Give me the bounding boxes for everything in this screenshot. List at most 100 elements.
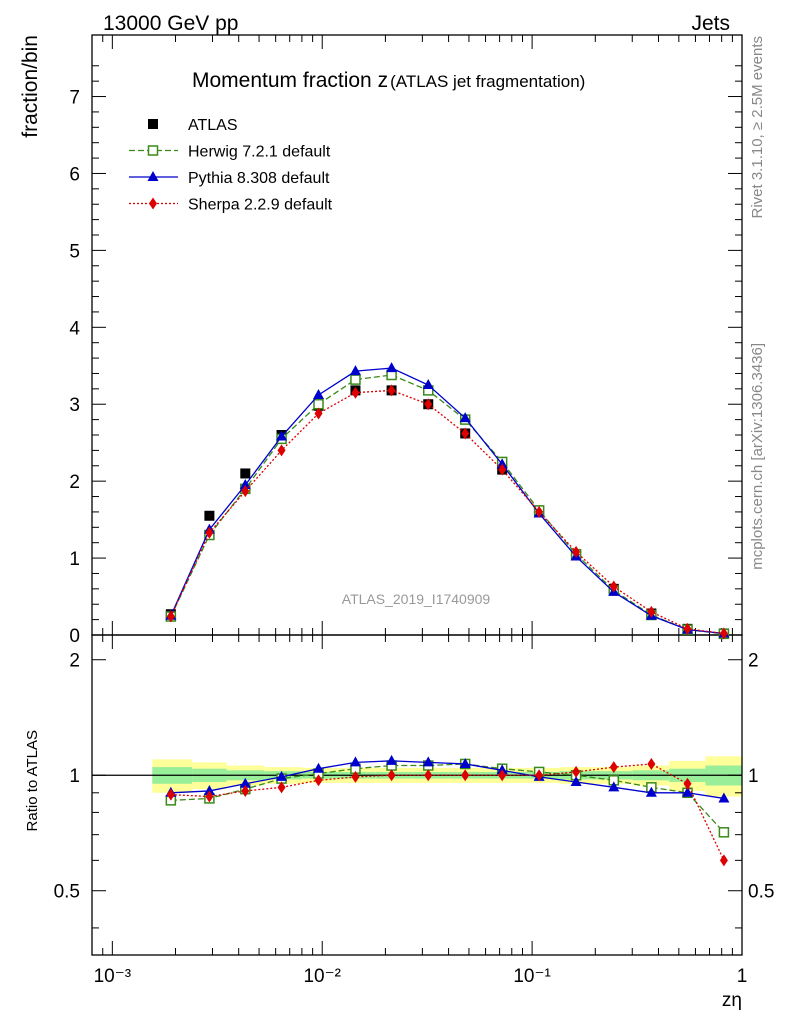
marker-triangle xyxy=(386,362,398,373)
legend-entry: Pythia 8.308 default xyxy=(129,170,330,187)
analysis-label: ATLAS_2019_I1740909 xyxy=(342,591,491,607)
marker-triangle xyxy=(718,792,730,803)
y-tick-label: 4 xyxy=(69,318,80,339)
marker-triangle xyxy=(459,412,471,423)
legend-label: Herwig 7.2.1 default xyxy=(188,144,331,161)
marker-diamond xyxy=(205,790,214,803)
marker-diamond xyxy=(149,197,157,210)
marker-diamond xyxy=(683,777,692,790)
marker-diamond xyxy=(166,788,175,801)
marker-diamond xyxy=(647,605,656,618)
marker-diamond xyxy=(647,757,656,770)
ratio-y-tick-label-right: 1 xyxy=(748,766,759,787)
main-series-3 xyxy=(166,384,728,640)
marker-diamond xyxy=(387,384,396,397)
x-tick-label: 1 xyxy=(737,966,748,987)
marker-triangle xyxy=(276,430,288,441)
legend-entry: Herwig 7.2.1 default xyxy=(129,144,331,161)
marker-diamond xyxy=(461,427,470,440)
marker-diamond xyxy=(277,444,286,457)
rivet-label: Rivet 3.1.10, ≥ 2.5M events xyxy=(749,36,766,219)
marker-triangle xyxy=(313,762,325,773)
ratio-ylabel: Ratio to ATLAS xyxy=(24,730,41,831)
ratio-series-line xyxy=(170,763,725,833)
header-left: 13000 GeV pp xyxy=(103,12,238,35)
marker-diamond xyxy=(535,769,544,782)
x-tick-label: 10⁻¹ xyxy=(513,966,551,987)
mcplots-label: mcplots.cern.ch [arXiv:1306.3436] xyxy=(749,343,766,570)
marker-triangle xyxy=(386,754,398,765)
marker-open-square xyxy=(147,145,159,156)
y-tick-label: 3 xyxy=(69,395,80,416)
marker-triangle xyxy=(349,365,361,376)
ratio-plot-area xyxy=(92,754,742,867)
marker-triangle xyxy=(276,770,288,781)
marker-diamond xyxy=(609,761,618,774)
xlabel: zη xyxy=(722,990,742,1011)
marker-diamond xyxy=(166,610,175,623)
marker-triangle xyxy=(422,379,434,389)
marker-diamond xyxy=(461,769,470,782)
y-tick-label: 6 xyxy=(69,164,80,185)
ratio-series-line xyxy=(170,763,725,861)
marker-diamond xyxy=(241,485,250,498)
marker-diamond xyxy=(314,407,323,420)
marker-diamond xyxy=(387,769,396,782)
y-tick-label: 5 xyxy=(69,241,80,262)
ratio-y-tick-label-right: 0.5 xyxy=(748,882,774,903)
ratio-y-tick-label-right: 2 xyxy=(748,651,759,672)
main-series-line xyxy=(170,374,724,635)
marker-triangle xyxy=(147,171,159,181)
y-tick-label: 7 xyxy=(69,88,80,109)
marker-diamond xyxy=(424,398,433,411)
marker-open-square xyxy=(313,398,324,410)
y-tick-label: 2 xyxy=(69,472,80,493)
marker-triangle xyxy=(496,458,508,469)
header-right: Jets xyxy=(691,12,730,35)
marker-open-square xyxy=(350,374,361,385)
ratio-y-tick-label: 1 xyxy=(69,766,80,787)
marker-triangle xyxy=(349,756,361,767)
marker-diamond xyxy=(314,774,323,787)
marker-square xyxy=(204,510,215,521)
main-ylabel: fraction/bin xyxy=(19,35,42,138)
marker-diamond xyxy=(609,580,618,593)
legend-entry: Sherpa 2.2.9 default xyxy=(129,197,333,214)
legend-label: Pythia 8.308 default xyxy=(188,170,330,187)
marker-triangle xyxy=(459,757,471,768)
marker-diamond xyxy=(277,781,286,794)
marker-diamond xyxy=(205,526,214,539)
legend-label: Sherpa 2.2.9 default xyxy=(188,197,333,214)
marker-diamond xyxy=(719,854,728,867)
legend-entry: ATLAS xyxy=(148,117,238,134)
y-tick-label: 0 xyxy=(69,626,80,647)
marker-diamond xyxy=(719,627,728,640)
marker-diamond xyxy=(683,622,692,635)
marker-diamond xyxy=(535,505,544,518)
marker-triangle xyxy=(682,786,694,797)
marker-triangle xyxy=(422,756,434,767)
ratio-frame xyxy=(91,634,743,956)
marker-square xyxy=(148,119,158,129)
marker-triangle xyxy=(570,776,582,787)
ratio-y-tick-label: 0.5 xyxy=(54,882,80,903)
marker-triangle xyxy=(239,479,251,489)
marker-open-square xyxy=(718,827,730,838)
marker-diamond xyxy=(351,770,360,783)
marker-triangle xyxy=(203,784,215,795)
marker-triangle xyxy=(645,786,657,797)
legend: ATLAS Herwig 7.2.1 default Pythia 8.308 de… xyxy=(129,117,333,214)
legend-label: ATLAS xyxy=(188,117,238,134)
main-series-line xyxy=(170,367,724,635)
axes: 10⁻³ 10⁻² 10⁻¹ 1 0 1 2 3 4 5 6 7 0.5 0.5 1 1 2 2 xyxy=(54,34,774,987)
marker-diamond xyxy=(572,765,581,778)
marker-triangle xyxy=(313,389,325,399)
x-tick-label: 10⁻² xyxy=(303,966,341,987)
y-tick-label: 1 xyxy=(69,549,80,570)
chart-title-sub: (ATLAS jet fragmentation) xyxy=(390,72,585,91)
marker-square xyxy=(240,468,251,479)
marker-triangle xyxy=(239,777,251,788)
marker-diamond xyxy=(241,784,250,797)
marker-diamond xyxy=(351,386,360,399)
